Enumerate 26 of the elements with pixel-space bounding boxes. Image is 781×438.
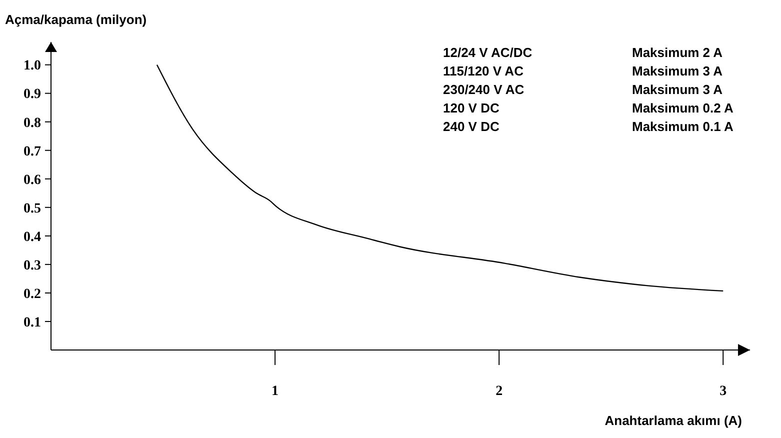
- annotation: 230/240 V AC: [443, 82, 525, 97]
- line-series: [156, 64, 724, 292]
- y-tick-label: 0.2: [24, 286, 41, 302]
- y-tick-label: 0.3: [24, 258, 41, 274]
- annotation: Maksimum 2 A: [632, 45, 724, 60]
- y-tick-label: 0.7: [24, 144, 41, 160]
- annotation: Maksimum 3 A: [632, 64, 724, 78]
- annotation: 240 V DC: [443, 119, 500, 134]
- annotation: Maksimum 0.2 A: [632, 100, 734, 116]
- y-tick-label: 0.4: [24, 230, 41, 245]
- x-tick-label: 1: [272, 384, 279, 399]
- annotation: 120 V DC: [443, 100, 500, 116]
- y-tick-label: 0.5: [24, 201, 41, 216]
- x-axis-title: Anahtarlama akımı (A): [604, 413, 742, 428]
- y-tick-label: 0.6: [24, 172, 41, 188]
- annotation: 12/24 V AC/DC: [443, 45, 533, 60]
- x-tick-label: 2: [496, 384, 503, 399]
- y-tick-label: 0.8: [24, 116, 41, 131]
- y-tick-label: 1.0: [24, 58, 41, 74]
- annotation: 115/120 V AC: [443, 64, 524, 78]
- y-tick-label: 0.1: [24, 315, 41, 330]
- y-tick-label: 0.9: [24, 87, 41, 102]
- x-tick-label: 3: [720, 384, 727, 399]
- annotation: Maksimum 0.1 A: [632, 119, 734, 134]
- y-axis-title: Açma/kapama (milyon): [5, 12, 147, 27]
- annotation: Maksimum 3 A: [632, 82, 724, 97]
